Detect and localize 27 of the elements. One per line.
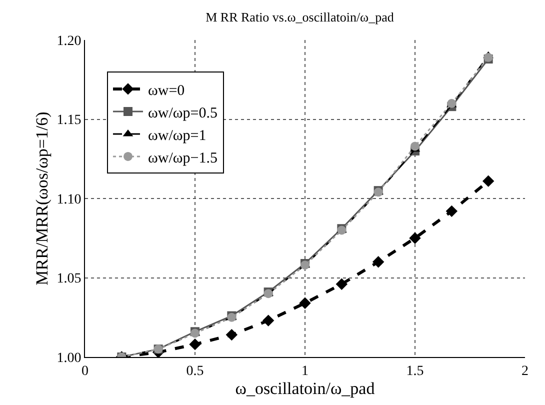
point — [189, 338, 201, 350]
x-tick-label: 0 — [82, 364, 88, 379]
point — [410, 142, 420, 151]
legend-label: ωw/ωp=1 — [148, 128, 206, 144]
point — [372, 256, 384, 268]
y-tick-label: 1.20 — [56, 34, 82, 49]
x-tick-label: 1.5 — [406, 364, 424, 379]
x-tick-label: 2 — [522, 364, 528, 379]
point — [409, 232, 421, 244]
chart-title: M RR Ratio vs.ω_oscillatoin/ω_pad — [206, 9, 394, 24]
y-tick-label: 1.15 — [56, 113, 82, 128]
point — [482, 175, 494, 187]
x-axis-title: ω_oscillatoin/ω_pad — [235, 378, 376, 398]
legend-label: ωw=0 — [148, 82, 185, 99]
point — [226, 328, 238, 341]
legend-label: ωw/ωp=0.5 — [148, 105, 218, 122]
point — [336, 278, 348, 290]
legend-label: ωw/ωp−1.5 — [148, 150, 218, 166]
y-tick-label: 1.10 — [56, 192, 82, 208]
y-axis-title: MRR/MRR(ωos/ωp=1/6) — [32, 112, 52, 286]
x-tick-label: 1 — [302, 364, 308, 379]
point — [262, 314, 274, 326]
point — [299, 297, 311, 309]
x-tick-label: 0.5 — [186, 364, 204, 379]
y-tick-label: 1.00 — [56, 350, 82, 366]
y-tick-label: 1.05 — [56, 272, 82, 287]
point — [446, 205, 458, 218]
